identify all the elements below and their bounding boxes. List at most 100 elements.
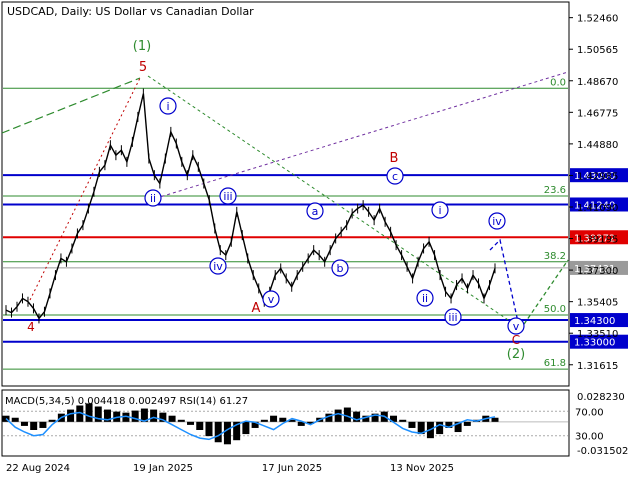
macd-label: MACD(5,34,5) 0.004418 0.002497 RSI(14) 6… [5,396,248,407]
rsi-level-label: 30.00 [575,432,604,443]
macd-histogram-bar [251,421,259,428]
main-panel-frame [1,1,570,387]
macd-histogram-bar [371,413,379,422]
rsi-line [5,411,496,441]
y-tick-label: 1.46775 [577,108,618,119]
y-tick-label: 1.41090 [577,203,618,214]
macd-histogram-bar [463,421,471,426]
macd-histogram-bar [85,403,93,422]
macd-histogram-bar [297,421,305,426]
macd-histogram-bar [334,409,342,422]
macd-histogram-bar [306,421,314,424]
x-tick-label: 22 Aug 2024 [6,463,70,474]
fib-level-label: 38.2 [544,251,566,262]
wave-circle-a [306,202,324,220]
wave-circle-v [507,317,525,335]
wave-label-4: 4 [27,320,35,334]
macd-histogram-bar [205,421,213,437]
wave-circle-label: iii [448,311,457,324]
wave-circle-iii [444,308,462,326]
y-tick-label: 1.35405 [577,298,618,309]
wave-circle-label: a [312,205,319,218]
wave-label-1-big: (1) [133,39,151,54]
indicator-panel-frame [1,389,570,457]
wave-label-B: B [390,151,399,166]
wave-circle-ii [144,189,162,207]
macd-histogram-bar [168,415,176,422]
macd-histogram-bar [76,405,84,422]
macd-histogram-bar [362,415,370,422]
price-line [5,93,496,320]
wave-label-5: 5 [139,60,147,75]
wave-circle-label: c [392,170,398,183]
macd-histogram-bar [20,421,28,426]
macd-histogram-bar [140,408,148,422]
purple-trend-line [149,71,569,201]
macd-histogram-bar [270,415,278,422]
wave-circle-c [386,167,404,185]
fib-level-label: 23.6 [544,185,566,196]
macd-histogram-bar [242,421,250,435]
price-level-label: 1.37431 [574,264,615,275]
price-level-label: 1.39272 [574,233,615,244]
wave-circle-label: iv [213,260,223,273]
wave-circle-v [262,290,280,308]
macd-histogram-bar [491,417,499,422]
wave-label-C: C [512,333,520,347]
macd-histogram-bar [288,419,296,422]
wave-circle-iv [488,212,506,230]
wave-circle-label: v [513,320,520,333]
macd-histogram-bar [30,421,38,430]
price-level-tag [570,197,628,212]
trend-line-1 [1,77,141,134]
price-level-tag [570,334,628,349]
macd-histogram-bar [187,421,195,425]
wave-circle-ii [416,289,434,307]
x-tick-label: 13 Nov 2025 [390,463,454,474]
macd-histogram-bar [39,421,47,428]
macd-histogram-bar [260,419,268,422]
price-level-tag [570,168,628,183]
y-tick-label: 1.50565 [577,45,618,56]
macd-histogram-bar [223,421,231,445]
macd-histogram-bar [214,421,222,443]
wave-circle-b [331,259,349,277]
price-level-label: 1.41240 [574,200,615,211]
channel-line [147,75,521,329]
macd-histogram-bar [436,421,444,435]
macd-histogram-bar [343,407,351,422]
wave-circle-label: i [438,204,441,217]
x-tick-label: 19 Jan 2025 [133,463,193,474]
y-tick-label: 1.39195 [577,235,618,246]
macd-histogram-bar [454,421,462,433]
wave-circle-i [159,97,177,115]
x-tick-label: 17 Jun 2025 [262,463,322,474]
price-level-label: 1.34300 [574,316,615,327]
macd-histogram-bar [390,415,398,422]
projection-blue [489,238,519,323]
wave-circle-label: iii [223,190,232,203]
wave-5-line [29,77,141,301]
price-level-label: 1.33000 [574,338,615,349]
wave-circle-label: ii [422,292,428,305]
y-tick-label: 1.42985 [577,171,618,182]
wave-label-A: A [252,301,261,316]
fib-level-label: 0.0 [550,77,566,88]
wave-circle-iv [209,257,227,275]
macd-histogram-bar [67,409,75,422]
wave-circle-label: iv [492,215,502,228]
wave-circle-label: b [337,262,344,275]
macd-histogram-bar [417,421,425,435]
y-tick-label: 1.52460 [577,14,618,25]
wave-label-2-big: (2) [507,347,525,362]
rsi-level-label: 70.00 [575,407,604,418]
wave-circle-label: i [166,100,169,113]
y-tick-label: 1.37300 [577,266,618,277]
macd-histogram-bar [445,421,453,428]
price-level-tag [570,260,628,275]
wave-circle-iii [219,187,237,205]
macd-histogram-bar [103,409,111,422]
price-level-tag [570,313,628,328]
y-tick-label: 1.44880 [577,140,618,151]
